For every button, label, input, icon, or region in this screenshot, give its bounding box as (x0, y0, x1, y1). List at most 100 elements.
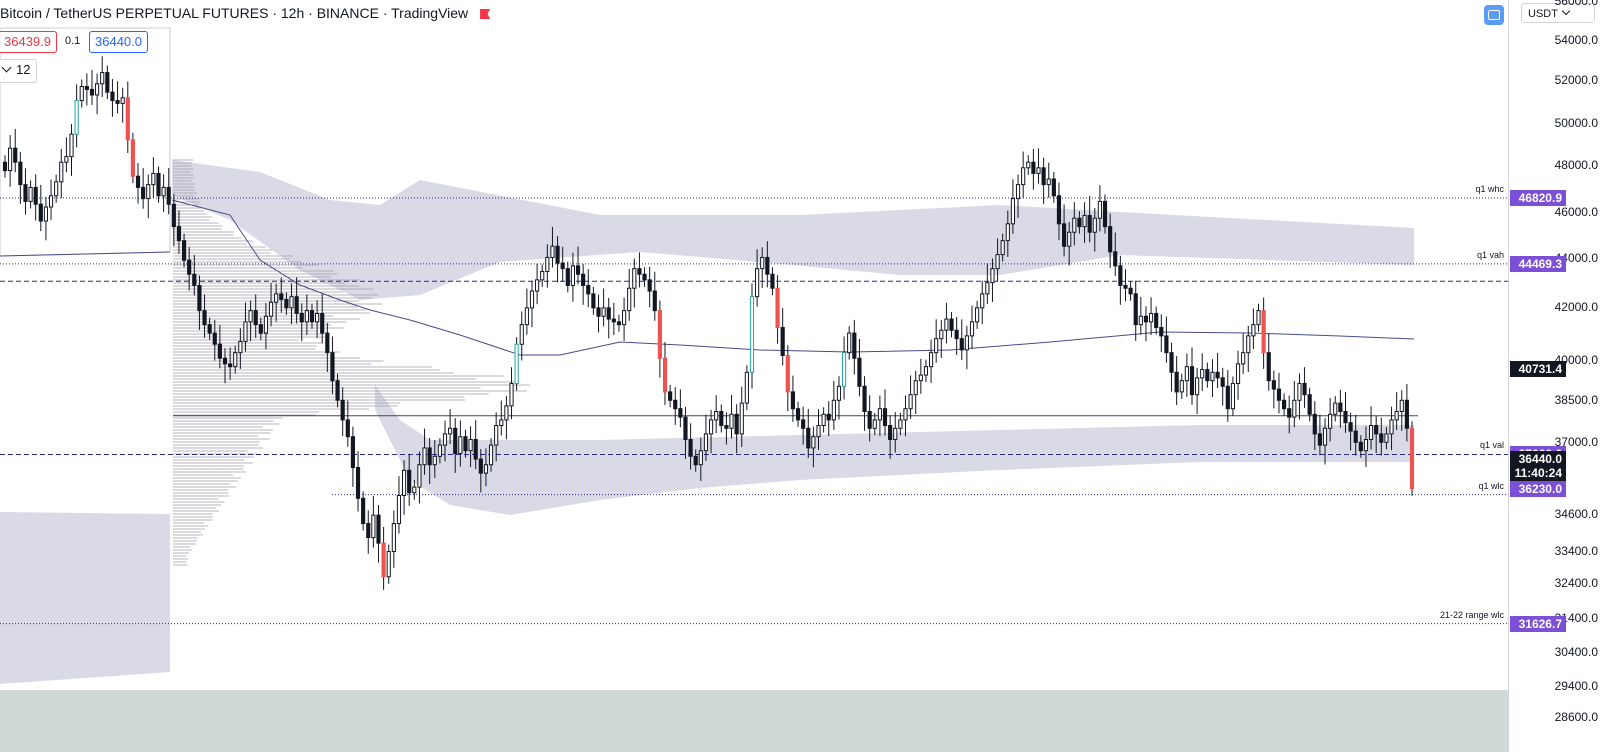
camera-icon[interactable] (1484, 5, 1504, 25)
candle-body (171, 203, 176, 228)
candle-body (918, 374, 923, 382)
candle-body (161, 186, 166, 197)
candle-body (1123, 284, 1128, 289)
candle-body (985, 282, 990, 295)
candle-body (320, 312, 325, 334)
candle-body (95, 83, 100, 96)
candle-body (187, 259, 192, 275)
candle-body (867, 410, 872, 429)
candle-body (570, 265, 576, 286)
candle-body (939, 329, 944, 340)
price-chart[interactable] (0, 0, 1508, 752)
level-text-whc: q1 whc (1475, 184, 1504, 195)
candle-body (340, 399, 345, 421)
candle-body (1200, 368, 1205, 379)
candle-body (1328, 413, 1333, 429)
candle-body (1046, 178, 1051, 186)
candle-body (882, 408, 888, 426)
candle-body (1164, 335, 1169, 354)
candle-body (407, 469, 412, 494)
candle-body (1067, 231, 1072, 247)
candle-body (969, 321, 975, 337)
candle-body (1230, 382, 1236, 410)
indicator-legend-toggle[interactable]: 12 (0, 59, 38, 83)
price-label-vwap: 40731.4 (1510, 360, 1566, 377)
prior-range-shade (0, 512, 170, 684)
vwap-line (171, 199, 1415, 356)
candle-body (872, 419, 877, 429)
candle-body (89, 88, 95, 96)
candle-body (1271, 380, 1276, 390)
sell-price-button[interactable]: 36439.9 (0, 31, 57, 53)
candle-body (48, 195, 54, 208)
buy-price-button[interactable]: 36440.0 (89, 31, 148, 53)
candle-body (862, 385, 867, 412)
candle-body (1338, 402, 1343, 412)
candle-body (233, 352, 238, 368)
candle-body (376, 514, 381, 544)
candle-body (586, 284, 591, 295)
candle-body (877, 408, 882, 421)
candle-body (611, 318, 616, 323)
candle-body (1174, 371, 1179, 393)
candle-body (1210, 371, 1215, 382)
interval-label[interactable]: 12h (280, 5, 305, 21)
candle-body (719, 410, 724, 427)
candle-body (1215, 371, 1220, 379)
candle-body (1062, 223, 1067, 247)
candle-body (473, 439, 478, 460)
candle-body (698, 450, 703, 466)
candle-body (381, 542, 386, 578)
candle-body (1348, 422, 1353, 432)
candle-body (222, 357, 228, 365)
candle-body (289, 296, 294, 309)
candle-body (1404, 399, 1409, 429)
candle-body (79, 86, 84, 102)
candle-body (1246, 335, 1251, 354)
exchange-label: BINANCE (316, 5, 379, 21)
candle-body (550, 245, 555, 258)
candle-body (1399, 399, 1404, 412)
candle-body (729, 413, 734, 429)
candle-body (325, 332, 330, 354)
candle-body (1097, 200, 1102, 219)
candle-body (954, 329, 959, 340)
lower-band (375, 385, 1414, 515)
candle-body (509, 382, 514, 407)
candle-body (923, 366, 929, 376)
candle-body (202, 310, 207, 326)
price-tick: 38500.0 (1554, 393, 1598, 407)
candle-body (1261, 310, 1266, 354)
candle-body (1205, 368, 1210, 382)
candle-body (535, 279, 540, 292)
candle-body (453, 427, 458, 455)
candle-body (806, 427, 811, 449)
candle-body (371, 514, 376, 539)
candle-body (135, 175, 141, 188)
currency-selector[interactable]: USDT (1521, 3, 1595, 23)
flag-icon[interactable] (480, 9, 491, 19)
candle-body (790, 391, 796, 410)
candle-body (1005, 223, 1010, 242)
candle-body (1036, 167, 1041, 174)
candle-body (23, 184, 28, 202)
candle-body (1041, 167, 1046, 186)
candle-body (801, 419, 806, 429)
candle-body (181, 240, 187, 261)
candle-body (1292, 399, 1297, 418)
candle-body (1159, 326, 1164, 337)
candle-body (299, 312, 304, 323)
price-axis[interactable]: USDT 54000.0 52000.0 50000.0 48000.0 46000.0… (1508, 0, 1605, 752)
symbol-title[interactable]: Bitcoin / TetherUS PERPETUAL FUTURES (0, 5, 269, 21)
candle-body (1358, 441, 1363, 452)
candle-body (770, 273, 775, 289)
chart-pane[interactable]: Bitcoin / TetherUS PERPETUAL FUTURES · 1… (0, 0, 1508, 752)
candle-body (437, 444, 442, 457)
candle-body (1051, 178, 1056, 197)
candle-body (1169, 352, 1174, 373)
candle-body (401, 469, 407, 497)
candle-body (601, 307, 606, 317)
candle-body (678, 408, 683, 418)
candle-body (412, 486, 417, 494)
candle-body (928, 352, 934, 368)
